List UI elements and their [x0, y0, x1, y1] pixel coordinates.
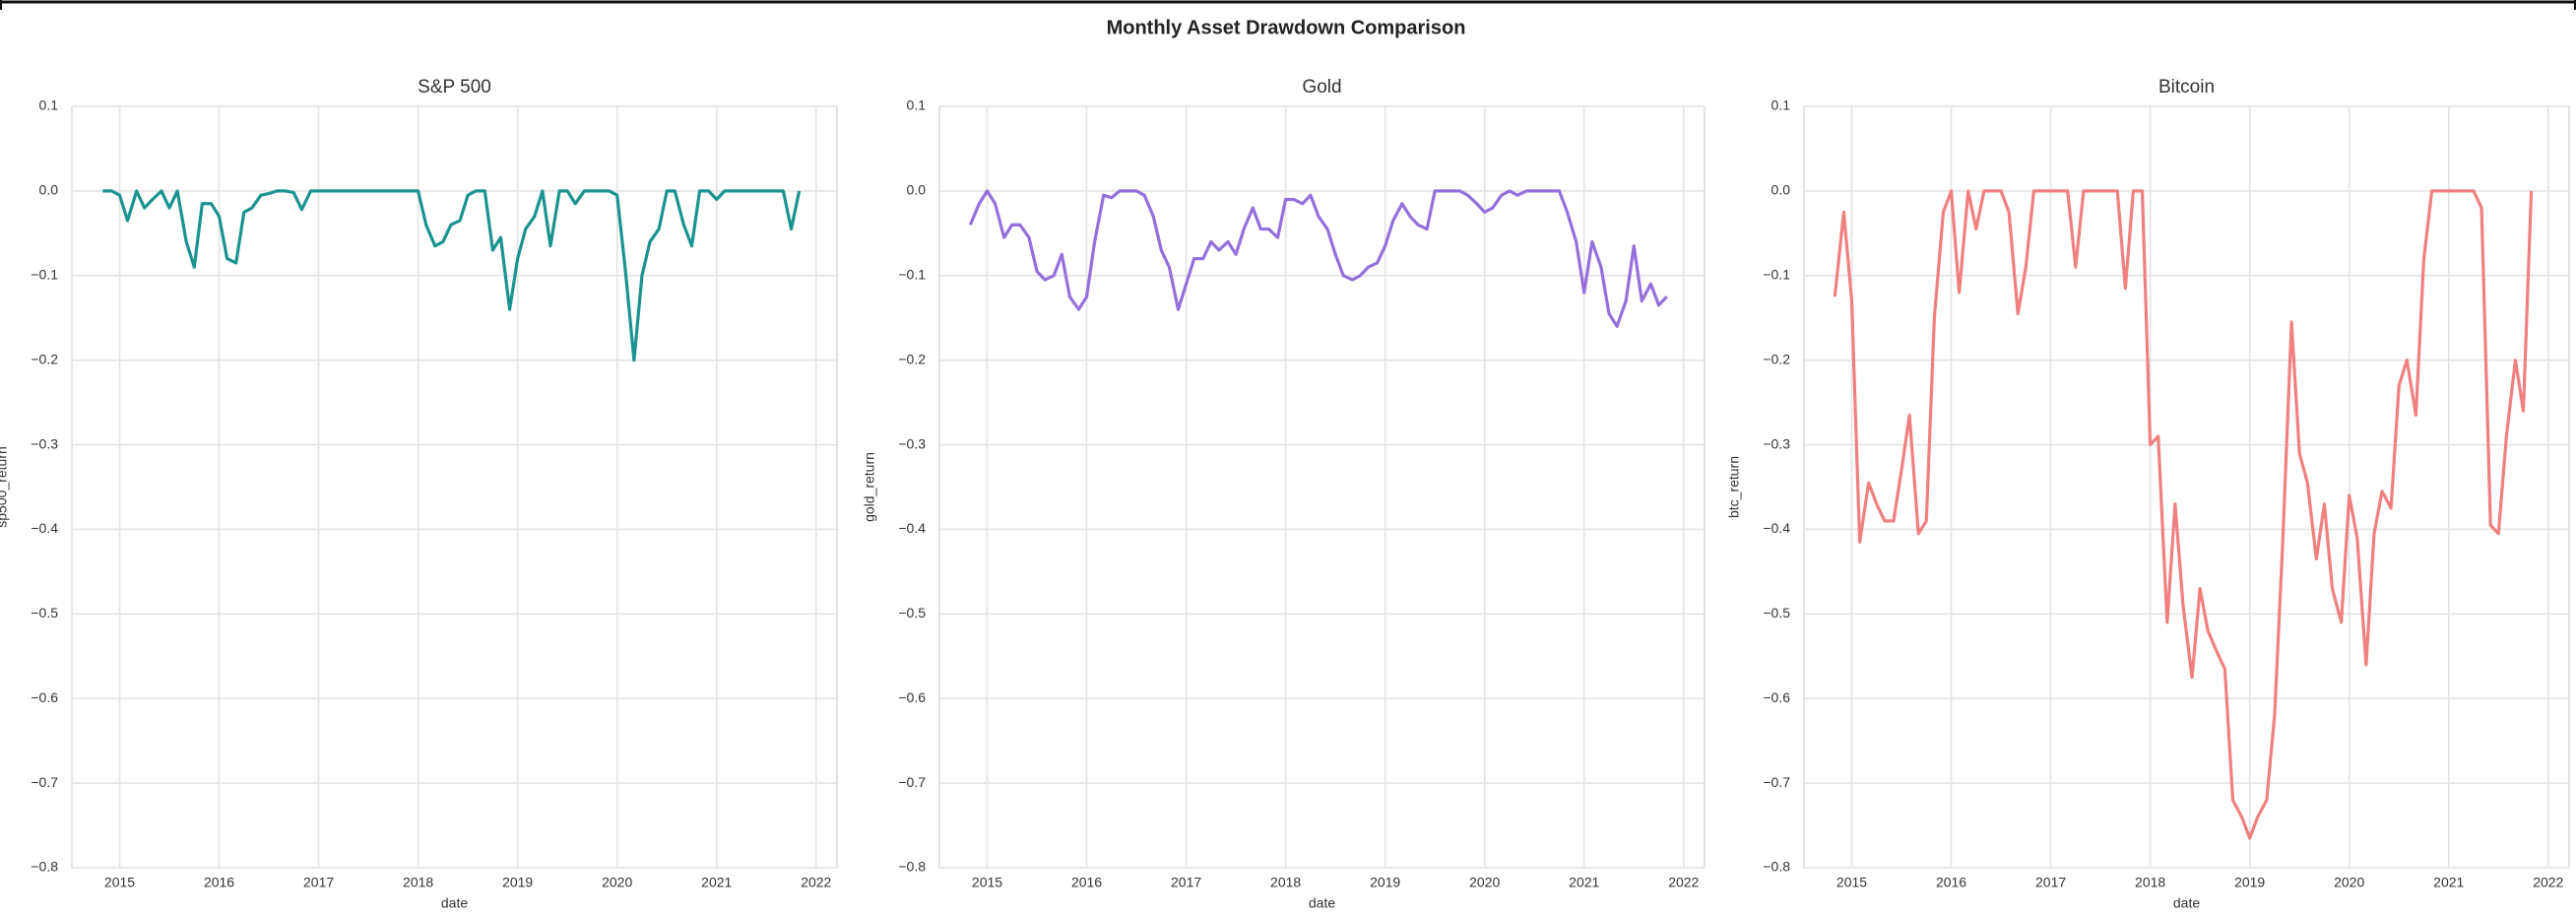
y-tick-label: −0.6 [898, 689, 926, 705]
y-axis-label: btc_return [1726, 456, 1742, 518]
x-tick-label: 2020 [602, 875, 632, 890]
y-tick-label: −0.1 [1763, 266, 1790, 282]
subplot-title: S&P 500 [418, 77, 491, 98]
y-tick-label: −0.1 [31, 266, 58, 282]
x-tick-label: 2022 [801, 875, 831, 890]
y-tick-label: −0.5 [31, 605, 58, 621]
x-tick-label: 2021 [1569, 875, 1599, 890]
y-tick-label: −0.8 [31, 859, 58, 875]
y-tick-label: −0.4 [31, 520, 58, 536]
x-tick-label: 2018 [1270, 875, 1301, 890]
plot-area [1803, 105, 2570, 869]
y-tick-label: −0.3 [898, 435, 926, 451]
y-tick-label: −0.8 [898, 859, 926, 875]
subplot-title: Gold [1302, 77, 1341, 98]
y-tick-label: −0.1 [898, 266, 926, 282]
x-tick-label: 2020 [1469, 875, 1500, 890]
y-tick-label: −0.7 [898, 774, 926, 790]
data-line [102, 189, 802, 362]
y-tick-label: −0.2 [898, 351, 926, 366]
y-tick-label: 0.1 [907, 98, 927, 113]
y-tick-label: −0.6 [1763, 689, 1790, 705]
x-tick-label: 2015 [972, 875, 1002, 890]
plot-area [71, 105, 838, 869]
y-tick-label: −0.3 [31, 435, 58, 451]
y-tick-label: −0.3 [1763, 435, 1790, 451]
y-tick-label: −0.2 [1763, 351, 1790, 366]
x-tick-label: 2021 [701, 875, 732, 890]
y-tick-label: −0.6 [31, 689, 58, 705]
x-axis-label: date [441, 895, 468, 911]
y-tick-label: 0.0 [39, 182, 59, 198]
x-tick-label: 2017 [303, 875, 334, 890]
y-tick-label: −0.5 [898, 605, 926, 621]
y-tick-label: −0.7 [31, 774, 58, 790]
data-line [1833, 189, 2534, 840]
x-tick-label: 2019 [1370, 875, 1400, 890]
subplot-title: Bitcoin [2158, 77, 2215, 98]
x-tick-label: 2016 [204, 875, 234, 890]
x-tick-label: 2019 [2234, 875, 2265, 890]
x-axis-label: date [2173, 895, 2200, 911]
x-tick-label: 2021 [2433, 875, 2464, 890]
x-tick-label: 2015 [104, 875, 135, 890]
x-tick-label: 2018 [403, 875, 433, 890]
x-tick-label: 2017 [2035, 875, 2066, 890]
x-tick-label: 2017 [1171, 875, 1201, 890]
x-tick-label: 2016 [1071, 875, 1102, 890]
y-axis-label: gold_return [862, 452, 877, 522]
x-tick-label: 2022 [2533, 875, 2563, 890]
y-axis-label: sp500_return [0, 446, 10, 528]
data-line [968, 189, 1668, 328]
y-tick-label: −0.4 [1763, 520, 1790, 536]
x-axis-label: date [1309, 895, 1335, 911]
x-tick-label: 2015 [1836, 875, 1867, 890]
y-tick-label: −0.2 [31, 351, 58, 366]
x-tick-label: 2022 [1668, 875, 1699, 890]
y-tick-label: −0.5 [1763, 605, 1790, 621]
y-tick-label: −0.4 [898, 520, 926, 536]
y-tick-label: −0.7 [1763, 774, 1790, 790]
y-tick-label: 0.1 [1771, 98, 1791, 113]
plot-area [938, 105, 1706, 869]
x-tick-label: 2016 [1936, 875, 1966, 890]
y-tick-label: −0.8 [1763, 859, 1790, 875]
x-tick-label: 2018 [2135, 875, 2165, 890]
figure-title: Monthly Asset Drawdown Comparison [1107, 17, 1466, 38]
y-tick-label: 0.0 [1771, 182, 1791, 198]
y-tick-label: 0.0 [907, 182, 927, 198]
x-tick-label: 2020 [2334, 875, 2364, 890]
x-tick-label: 2019 [502, 875, 533, 890]
y-tick-label: 0.1 [39, 98, 59, 113]
